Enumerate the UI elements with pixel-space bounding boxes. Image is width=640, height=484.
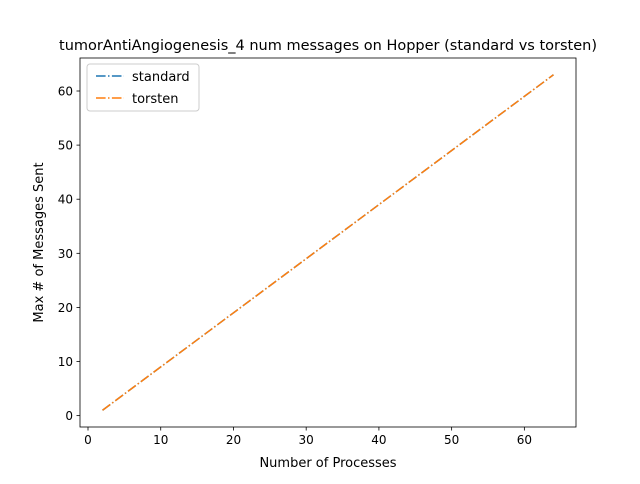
legend-label-torsten: torsten bbox=[132, 92, 179, 107]
x-tick-label-0: 0 bbox=[84, 433, 92, 447]
y-tick-label-30: 30 bbox=[58, 247, 73, 261]
ticks-layer: 0 10 20 30 40 50 60 0 10 20 30 40 50 60 bbox=[58, 85, 532, 447]
y-tick-label-60: 60 bbox=[58, 85, 73, 99]
x-axis-label: Number of Processes bbox=[259, 456, 396, 471]
x-tick-label-20: 20 bbox=[226, 433, 241, 447]
y-tick-label-50: 50 bbox=[58, 139, 73, 153]
x-tick-label-60: 60 bbox=[517, 433, 532, 447]
y-tick-label-40: 40 bbox=[58, 193, 73, 207]
x-tick-label-10: 10 bbox=[153, 433, 168, 447]
y-axis-label: Max # of Messages Sent bbox=[32, 162, 47, 322]
x-tick-label-40: 40 bbox=[371, 433, 386, 447]
y-tick-label-0: 0 bbox=[65, 409, 73, 423]
y-tick-label-20: 20 bbox=[58, 301, 73, 315]
x-tick-label-50: 50 bbox=[444, 433, 459, 447]
series-layer bbox=[102, 74, 554, 411]
legend: standard torsten bbox=[86, 63, 200, 112]
series-line-torsten bbox=[102, 74, 554, 411]
y-tick-label-10: 10 bbox=[58, 355, 73, 369]
plot-frame bbox=[79, 57, 577, 428]
legend-label-standard: standard bbox=[132, 70, 190, 85]
chart-title: tumorAntiAngiogenesis_4 num messages on … bbox=[59, 38, 597, 54]
x-tick-label-30: 30 bbox=[299, 433, 314, 447]
